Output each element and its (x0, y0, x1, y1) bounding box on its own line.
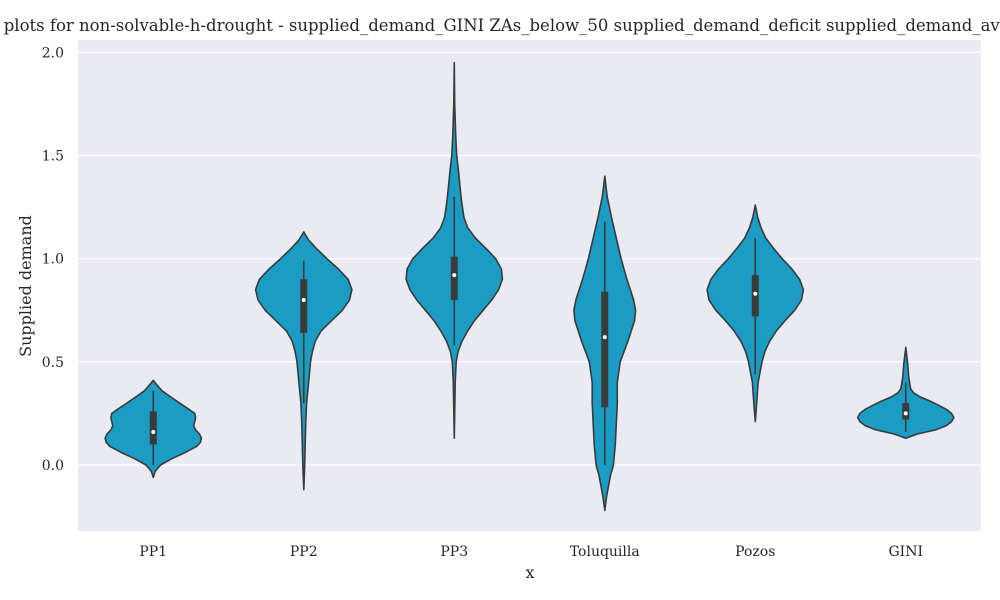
x-tick-label: Pozos (735, 544, 775, 560)
x-axis-label: x (525, 563, 534, 582)
x-tick-labels: PP1 PP2 PP3 Toluquilla Pozos GINI (139, 544, 923, 560)
violin-median-point (903, 411, 908, 416)
x-tick-label: GINI (889, 544, 924, 560)
y-axis-label: Supplied demand (16, 215, 35, 357)
gridlines (78, 51, 981, 466)
y-tick-label: 0.5 (42, 355, 64, 371)
chart-title: Violin plots for non-solvable-h-drought … (0, 16, 1000, 35)
violin-median-point (301, 297, 306, 302)
x-tick-label: PP1 (139, 544, 167, 560)
plot-background (78, 40, 981, 531)
violin-iqr-box (902, 403, 910, 420)
x-tick-label: PP2 (290, 544, 318, 560)
violin-iqr-box (450, 256, 458, 300)
x-tick-label: Toluquilla (570, 544, 640, 560)
violin-median-point (452, 273, 457, 278)
violin-iqr-box (601, 291, 609, 408)
violin-iqr-box (751, 275, 759, 317)
violin-median-point (151, 429, 156, 434)
violin-median-point (753, 291, 758, 296)
y-tick-label: 2.0 (42, 45, 64, 61)
violin-median-point (602, 335, 607, 340)
y-tick-label: 1.0 (42, 252, 64, 268)
violins (104, 61, 955, 512)
violin-iqr-box (149, 411, 157, 445)
violin-iqr-box (300, 279, 308, 333)
y-tick-labels: 0.0 0.5 1.0 1.5 2.0 (42, 45, 64, 474)
y-tick-label: 1.5 (42, 149, 64, 165)
y-tick-label: 0.0 (42, 458, 64, 474)
x-tick-label: PP3 (440, 544, 468, 560)
